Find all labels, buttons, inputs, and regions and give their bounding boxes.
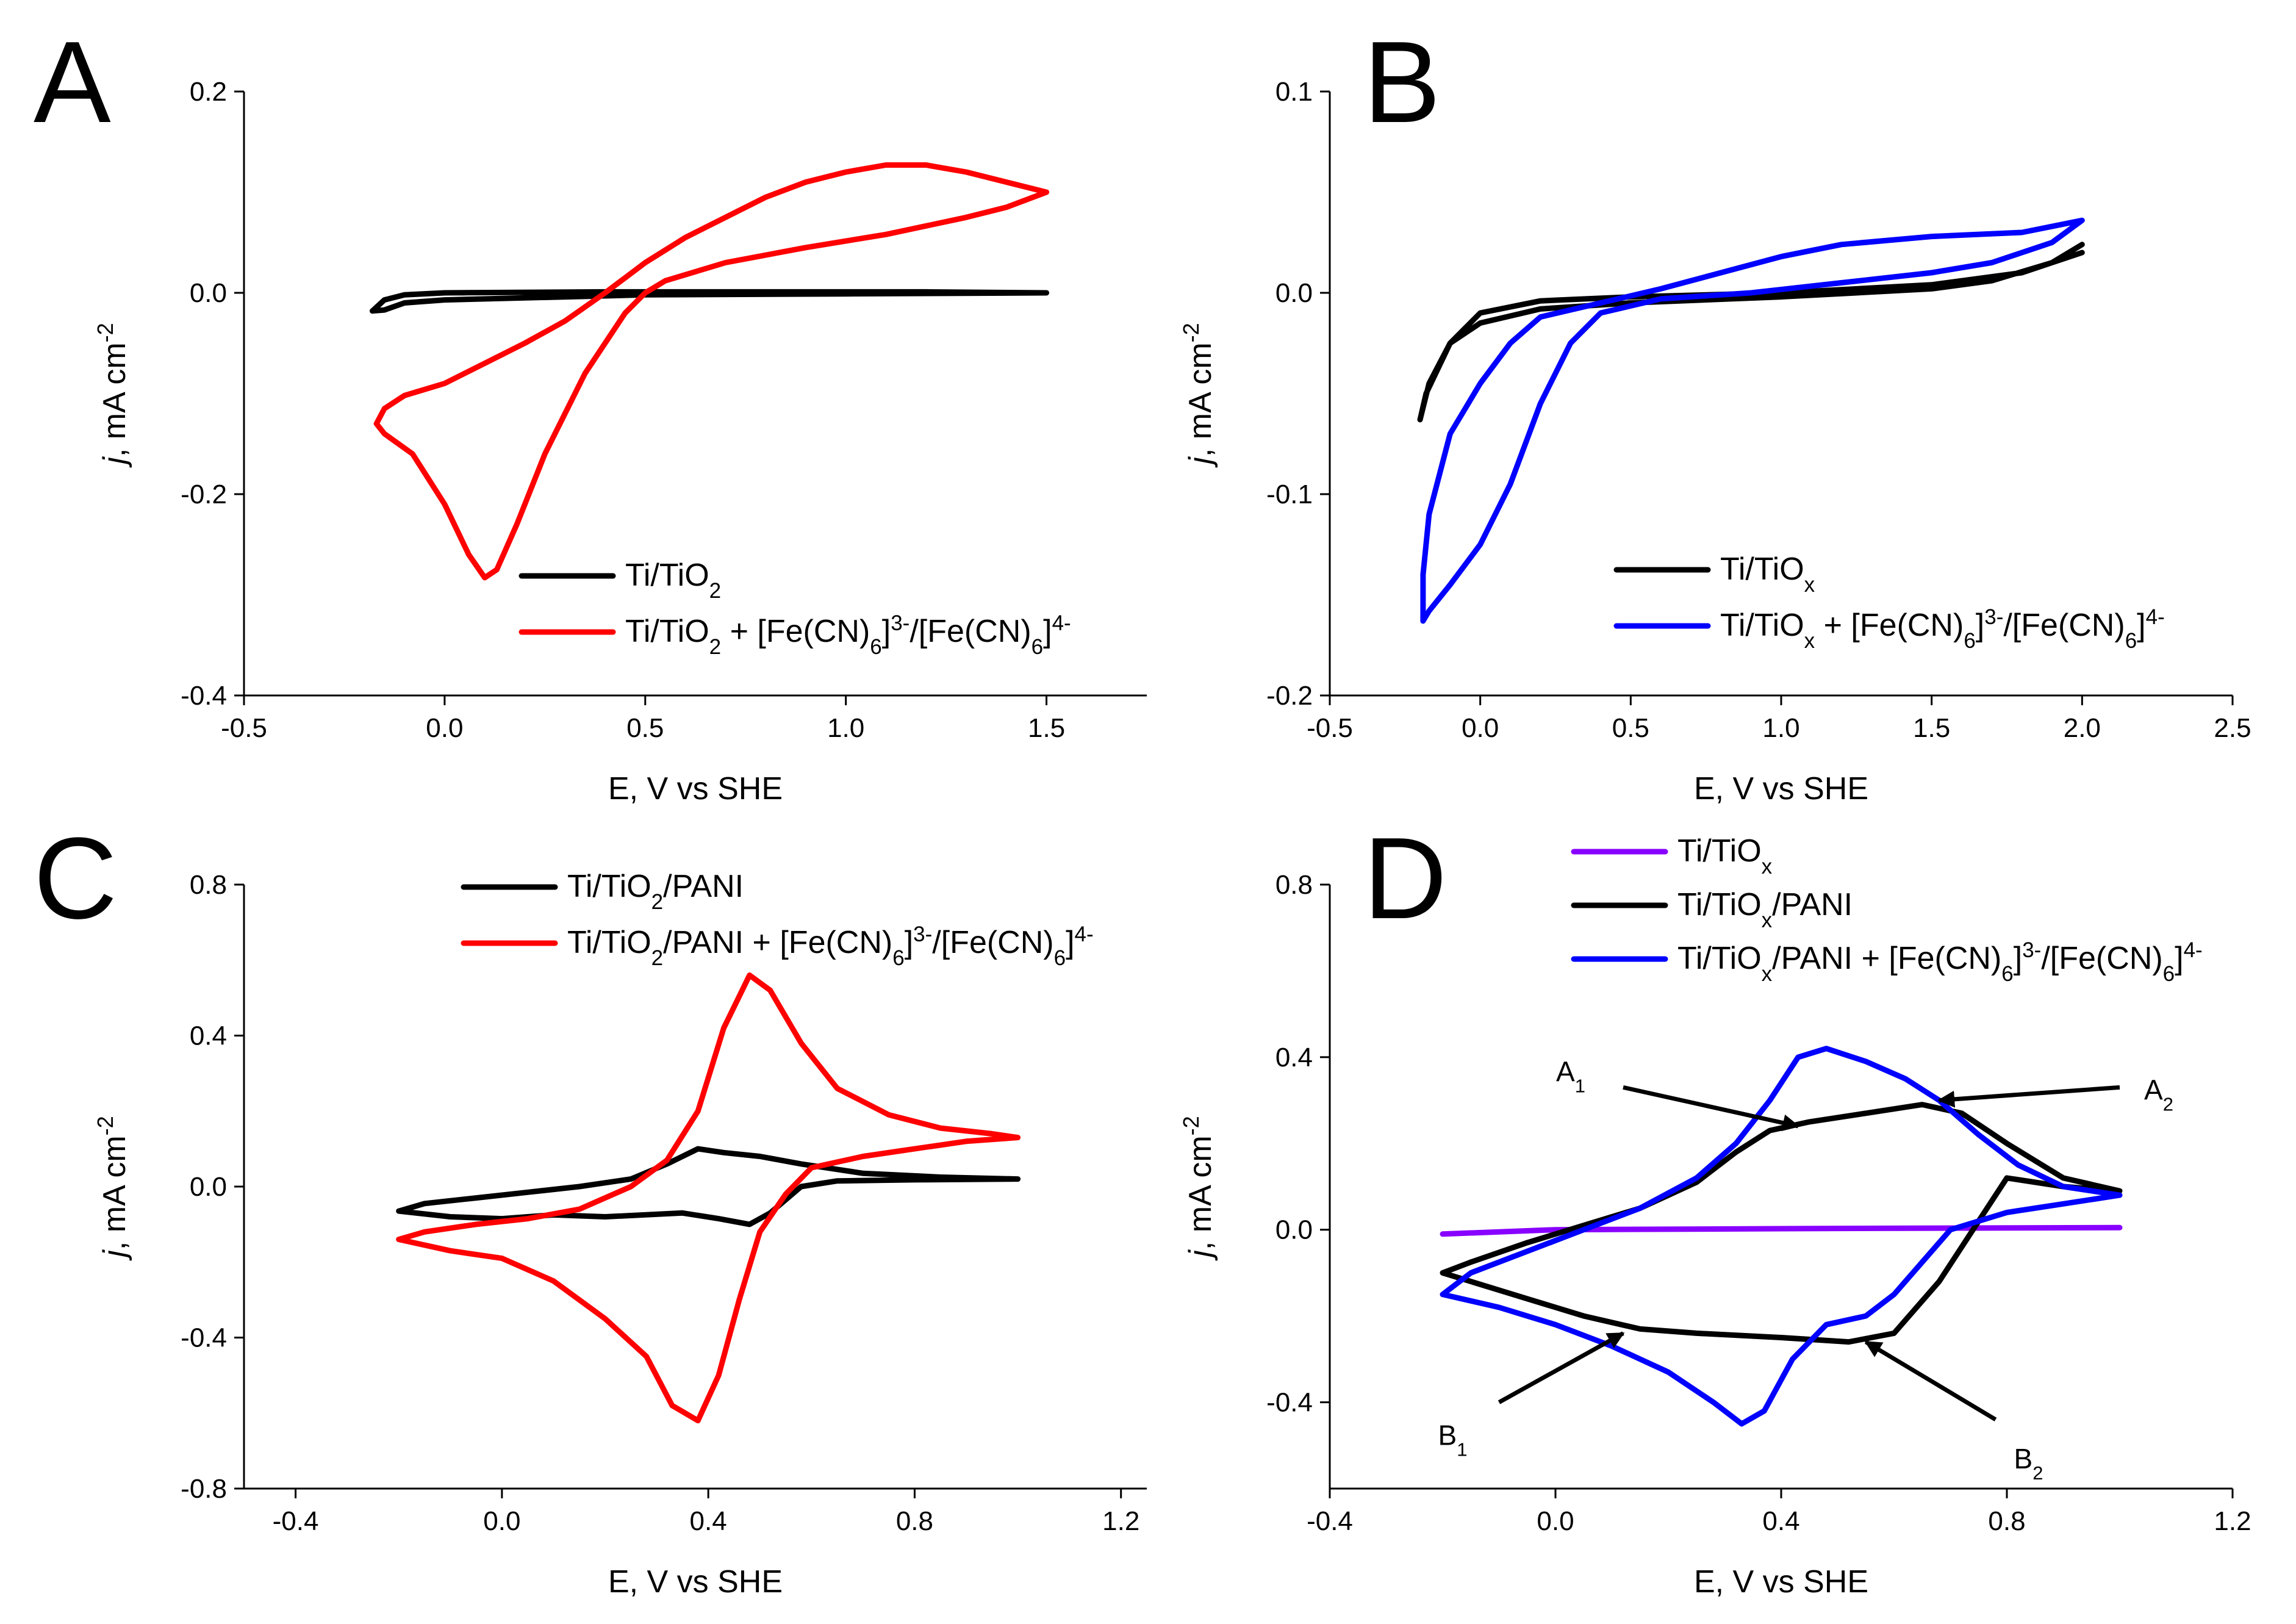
annotation-arrow-b1: [1498, 1331, 1625, 1404]
y-tick-label-a: 0.2: [190, 77, 227, 107]
x-tick-label-d: 0.4: [1762, 1506, 1799, 1536]
x-tick-label-c: 0.0: [483, 1506, 520, 1536]
y-tick-label-c: -0.4: [181, 1323, 227, 1353]
series-line-d-0: [1440, 1224, 2123, 1237]
y-axis-title-a: j, mA cm-2: [93, 323, 133, 467]
chart-panel-a: -0.5 0.0 0.5 1.0 1.5 -0.4 -0.2 0.0 0.2 E, V vs SH…: [93, 77, 1147, 807]
x-tick-label-a: -0.5: [221, 713, 267, 743]
annotation-arrow-a1: [1623, 1085, 1800, 1132]
y-axis-title-c: j, mA cm-2: [93, 1116, 133, 1260]
y-tick-label-d: 0.0: [1275, 1215, 1313, 1245]
legend-label-d-1: Ti/TiOx/PANI: [1677, 887, 1853, 932]
y-tick-label-c: -0.8: [181, 1474, 227, 1504]
legend-label-c-0: Ti/TiO2/PANI: [567, 869, 744, 914]
y-tick-label-b: -0.1: [1266, 480, 1313, 509]
legend-label-d-0: Ti/TiOx: [1677, 833, 1773, 878]
series-line-d-2: [1440, 1046, 2123, 1427]
series-line-c-0: [396, 1146, 1021, 1227]
x-tick-label-d: 0.0: [1537, 1506, 1574, 1536]
y-tick-label-d: -0.4: [1266, 1388, 1313, 1418]
legend-b: Ti/TiOx Ti/TiOx + [Fe(CN)6]3-/[Fe(CN)6]4-: [1613, 552, 2165, 653]
series-line-d-1: [1440, 1102, 2123, 1345]
x-axis-title-a: E, V vs SHE: [608, 771, 783, 807]
y-tick-label-a: 0.0: [190, 278, 227, 308]
annotation-arrow-a2: [1937, 1085, 2120, 1108]
panel-letter-a: A: [34, 18, 111, 147]
x-tick-label-c: 0.4: [690, 1506, 727, 1536]
chart-panel-d: -0.4 0.0 0.4 0.8 1.2 -0.4 0.0 0.4 0.8 E, V vs SHE…: [1178, 833, 2251, 1600]
chart-panel-c: -0.4 0.0 0.4 0.8 1.2 -0.8 -0.4 0.0 0.4 0.8 E, V vs…: [93, 869, 1147, 1600]
y-axis-title-d: j, mA cm-2: [1178, 1116, 1219, 1260]
legend-label-a-0: Ti/TiO2: [625, 558, 721, 603]
legend-d: Ti/TiOx Ti/TiOx/PANI Ti/TiOx/PANI + [Fe(CN…: [1571, 833, 2203, 986]
series-line-a-0: [370, 289, 1050, 314]
x-tick-label-b: 2.0: [2064, 713, 2101, 743]
y-axis-title-b: j, mA cm-2: [1178, 323, 1219, 467]
y-tick-label-d: 0.8: [1275, 870, 1313, 900]
x-tick-label-a: 1.5: [1028, 713, 1065, 743]
x-tick-label-d: 1.2: [2214, 1506, 2251, 1536]
x-tick-label-a: 0.5: [626, 713, 664, 743]
x-tick-label-d: -0.4: [1307, 1506, 1353, 1536]
legend-label-d-2: Ti/TiOx/PANI + [Fe(CN)6]3-/[Fe(CN)6]4-: [1677, 938, 2203, 986]
x-tick-label-b: 0.0: [1462, 713, 1499, 743]
y-tick-label-c: 0.0: [190, 1172, 227, 1202]
x-tick-label-d: 0.8: [1988, 1506, 2025, 1536]
x-tick-label-b: 1.5: [1913, 713, 1950, 743]
y-tick-label-c: 0.8: [190, 870, 227, 900]
legend-label-c-1: Ti/TiO2/PANI + [Fe(CN)6]3-/[Fe(CN)6]4-: [567, 922, 1094, 970]
y-tick-label-a: -0.2: [181, 480, 227, 509]
x-tick-label-b: 0.5: [1612, 713, 1649, 743]
series-line-b-1: [1420, 217, 2085, 624]
panel-letter-d: D: [1363, 814, 1447, 943]
x-axis-title-c: E, V vs SHE: [608, 1564, 783, 1600]
annotation-label-a1: A1: [1556, 1055, 1585, 1096]
panel-letter-b: B: [1363, 18, 1441, 147]
y-tick-label-b: 0.0: [1275, 278, 1313, 308]
chart-panel-b: -0.5 0.0 0.5 1.0 1.5 2.0 2.5 -0.2 -0.1 0.0 0.1 E, V…: [1178, 77, 2251, 807]
y-tick-label-b: 0.1: [1275, 77, 1313, 107]
x-tick-label-b: 2.5: [2214, 713, 2251, 743]
y-tick-label-a: -0.4: [181, 681, 227, 711]
legend-label-b-0: Ti/TiOx: [1720, 552, 1815, 597]
series-line-a-1: [373, 162, 1050, 581]
x-tick-label-a: 0.0: [426, 713, 463, 743]
x-tick-label-c: 0.8: [896, 1506, 933, 1536]
x-tick-label-a: 1.0: [827, 713, 864, 743]
y-tick-label-b: -0.2: [1266, 681, 1313, 711]
annotation-label-a2: A2: [2144, 1074, 2173, 1115]
legend-c: Ti/TiO2/PANI Ti/TiO2/PANI + [Fe(CN)6]3-/[…: [461, 869, 1094, 970]
legend-label-b-1: Ti/TiOx + [Fe(CN)6]3-/[Fe(CN)6]4-: [1720, 605, 2165, 653]
x-tick-label-b: -0.5: [1307, 713, 1353, 743]
legend-a: Ti/TiO2 Ti/TiO2 + [Fe(CN)6]3-/[Fe(CN)6]4-: [518, 558, 1071, 659]
x-tick-label-b: 1.0: [1762, 713, 1799, 743]
y-tick-label-c: 0.4: [190, 1021, 227, 1051]
y-tick-label-d: 0.4: [1275, 1043, 1313, 1072]
x-axis-title-b: E, V vs SHE: [1694, 771, 1868, 807]
x-tick-label-c: -0.4: [273, 1506, 319, 1536]
series-line-c-1: [396, 972, 1021, 1424]
annotation-label-b1: B1: [1438, 1420, 1468, 1461]
annotation-arrow-b2: [1864, 1340, 1997, 1421]
x-tick-label-c: 1.2: [1102, 1506, 1139, 1536]
legend-label-a-1: Ti/TiO2 + [Fe(CN)6]3-/[Fe(CN)6]4-: [625, 611, 1071, 659]
annotation-label-b2: B2: [2014, 1443, 2043, 1484]
x-axis-title-d: E, V vs SHE: [1694, 1564, 1868, 1600]
panel-letter-c: C: [34, 814, 117, 943]
